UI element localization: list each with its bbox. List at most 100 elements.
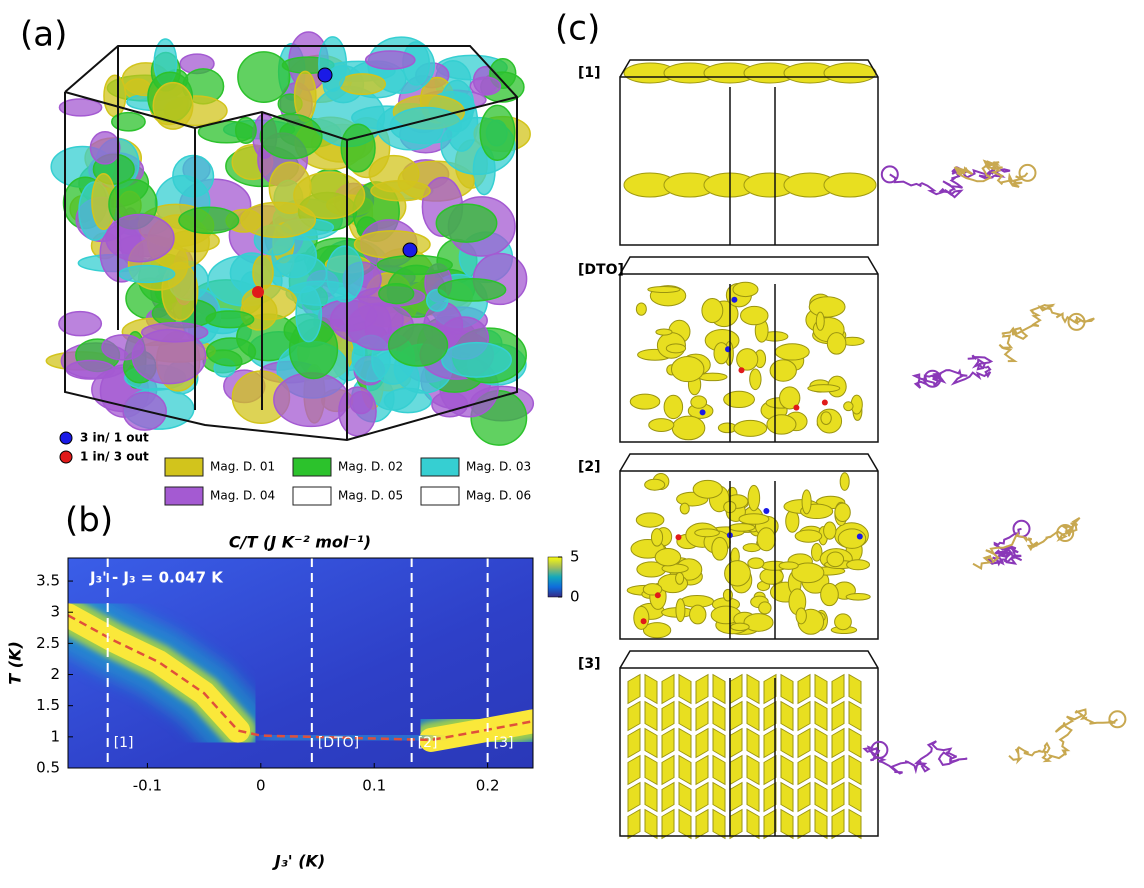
iso-surface [644, 781, 658, 813]
iso-surface [845, 593, 871, 601]
iso-surface [712, 808, 726, 840]
iso-surface [769, 359, 797, 382]
legend-label: Mag. D. 03 [466, 460, 531, 474]
domain-blob [338, 73, 387, 95]
iso-surface [797, 808, 811, 840]
legend-label: Mag. D. 01 [210, 460, 275, 474]
domain-blob [378, 283, 415, 305]
domain-blob [89, 131, 121, 165]
iso-surface [811, 542, 823, 562]
iso-surface [763, 727, 777, 759]
domain-blob [111, 111, 146, 132]
row-label: [DTO] [578, 262, 624, 278]
iso-surface [711, 536, 729, 561]
defect [793, 404, 800, 411]
box-frame [619, 59, 879, 246]
iso-surface [627, 754, 641, 786]
iso-surface [678, 754, 692, 786]
domain-blob [437, 277, 507, 302]
iso-surface [695, 727, 709, 759]
domain-render [45, 31, 535, 446]
iso-surface [675, 598, 686, 623]
iso-surface [655, 328, 673, 336]
cut-label: [DTO] [318, 735, 359, 751]
defect [402, 242, 418, 258]
iso-surface [661, 727, 675, 759]
iso-surface [678, 727, 692, 759]
y-tick-label: 0.5 [36, 759, 60, 777]
domain-blob [441, 341, 512, 378]
domain-blob [172, 154, 215, 198]
panel-label: (b) [65, 501, 113, 541]
iso-surface [747, 557, 765, 569]
iso-surface [722, 588, 733, 602]
iso-surface [701, 297, 724, 324]
row-label: [2] [578, 459, 601, 475]
iso-surface [797, 781, 811, 813]
legend-marker [59, 450, 73, 464]
iso-surface [712, 673, 726, 705]
iso-surface [736, 348, 759, 371]
iso-surface [746, 808, 760, 840]
x-axis-label: J₃' (K) [272, 852, 325, 871]
y-tick-label: 1.5 [36, 696, 60, 714]
chart-title: C/T (J K⁻² mol⁻¹) [229, 533, 371, 552]
defect [731, 296, 738, 303]
plot-frame [67, 557, 534, 769]
iso-surface [671, 415, 706, 441]
legend: 3 in/ 1 out 1 in/ 3 out Mag. D. 01 Mag. D. … [59, 431, 531, 506]
plot-area [68, 558, 533, 768]
iso-surface [728, 523, 756, 532]
iso-surface [635, 512, 665, 528]
iso-surface [763, 700, 777, 732]
iso-surface [848, 727, 862, 759]
legend-label: 1 in/ 3 out [80, 450, 149, 464]
iso-surface [695, 808, 709, 840]
iso-surface [679, 502, 690, 515]
iso-surface [647, 285, 681, 293]
iso-surface [661, 673, 675, 705]
row-label: [3] [578, 656, 601, 672]
iso-surface [642, 622, 672, 639]
iso-surface [797, 673, 811, 705]
iso-surface [694, 528, 720, 538]
defect [763, 508, 770, 515]
trajectory-end [1067, 312, 1086, 331]
heatmap-chart: (b) C/T (J K⁻² mol⁻¹) [1] [DTO] [2] [3] J₃' - … [6, 501, 580, 871]
iso-surface [814, 781, 828, 813]
iso-surface [635, 302, 647, 316]
legend-swatch [292, 486, 332, 506]
defect [252, 286, 264, 298]
iso-surface [661, 754, 675, 786]
iso-surface [797, 727, 811, 759]
defect [738, 367, 745, 374]
iso-surface [729, 808, 743, 840]
domain-blob [58, 310, 103, 337]
trajectory-end [1108, 710, 1127, 729]
iso-surface [678, 700, 692, 732]
iso-surface [814, 727, 828, 759]
iso-surface [733, 419, 768, 437]
iso-surface [644, 808, 658, 840]
defect [856, 533, 863, 540]
legend-label: 3 in/ 1 out [80, 431, 149, 445]
iso-surface [627, 673, 641, 705]
iso-surface [678, 781, 692, 813]
panel-label: (c) [555, 9, 600, 49]
domain-blob [237, 51, 291, 103]
y-tick-label: 3 [50, 603, 60, 621]
legend-swatch [420, 486, 460, 506]
iso-surface [747, 484, 761, 512]
iso-surface [629, 393, 661, 410]
y-tick-label: 2.5 [36, 634, 60, 652]
iso-surface [712, 727, 726, 759]
iso-surface [814, 700, 828, 732]
iso-box [619, 59, 879, 246]
iso-surface [644, 727, 658, 759]
iso-surface [627, 727, 641, 759]
iso-surface [823, 172, 877, 198]
x-tick-label: 0.2 [476, 777, 500, 795]
trajectory [911, 354, 994, 389]
iso-surface [774, 343, 810, 361]
